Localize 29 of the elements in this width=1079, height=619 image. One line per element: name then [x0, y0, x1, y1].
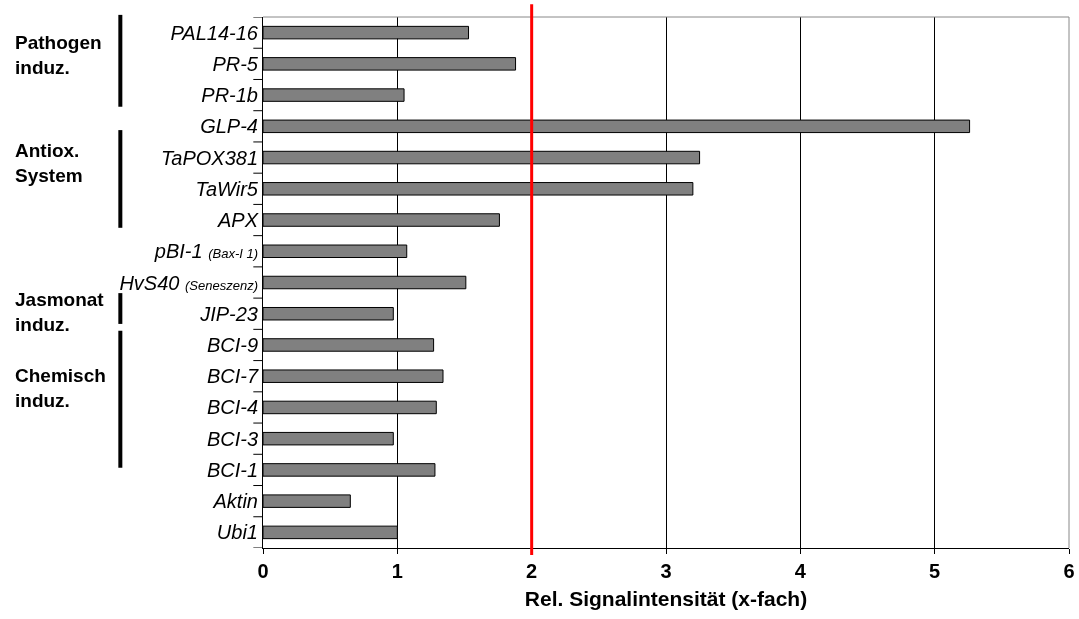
y-tick-label: BCI-9 — [206, 333, 258, 356]
y-tick-label: APX — [216, 209, 259, 232]
y-tick-label: GLP-4 — [200, 115, 258, 138]
text: Pathogen induz. — [15, 32, 102, 78]
y-tick-label: Ubi1 — [216, 521, 258, 544]
y-tick-label: BCI-7 — [206, 365, 259, 388]
y-tick-label: JIP-23 — [199, 302, 258, 325]
y-tick-label: BCI-1 — [206, 458, 258, 481]
x-tick-label: 0 — [257, 560, 269, 582]
y-tick-label: TaWir5 — [195, 177, 259, 200]
y-tick-label: BCI-3 — [206, 427, 258, 450]
y-tick-label: TaPOX381 — [160, 146, 258, 169]
x-tick-label: 5 — [929, 560, 941, 582]
y-tick-label: PR-5 — [212, 52, 259, 75]
y-tick-label: PR-1b — [201, 84, 258, 107]
x-tick-label: 2 — [526, 560, 538, 582]
text: Antiox. System — [15, 140, 83, 186]
x-tick-label: 3 — [660, 560, 672, 582]
y-tick-label: HvS40 (Seneszenz) — [119, 271, 258, 294]
y-tick-label: PAL14-16 — [170, 21, 259, 44]
x-tick-label: 4 — [794, 560, 807, 582]
text: Jasmonat induz. — [15, 289, 105, 335]
x-tick-label: 6 — [1063, 560, 1075, 582]
y-tick-label: Aktin — [212, 490, 258, 513]
x-tick-label: 1 — [391, 560, 403, 582]
text: Chemisch induz. — [15, 365, 106, 411]
y-tick-label: BCI-4 — [206, 396, 258, 419]
x-axis-title: Rel. Signalintensität (x-fach) — [524, 587, 808, 611]
y-tick-label: pBI-1 (Bax-I 1) — [153, 240, 258, 263]
